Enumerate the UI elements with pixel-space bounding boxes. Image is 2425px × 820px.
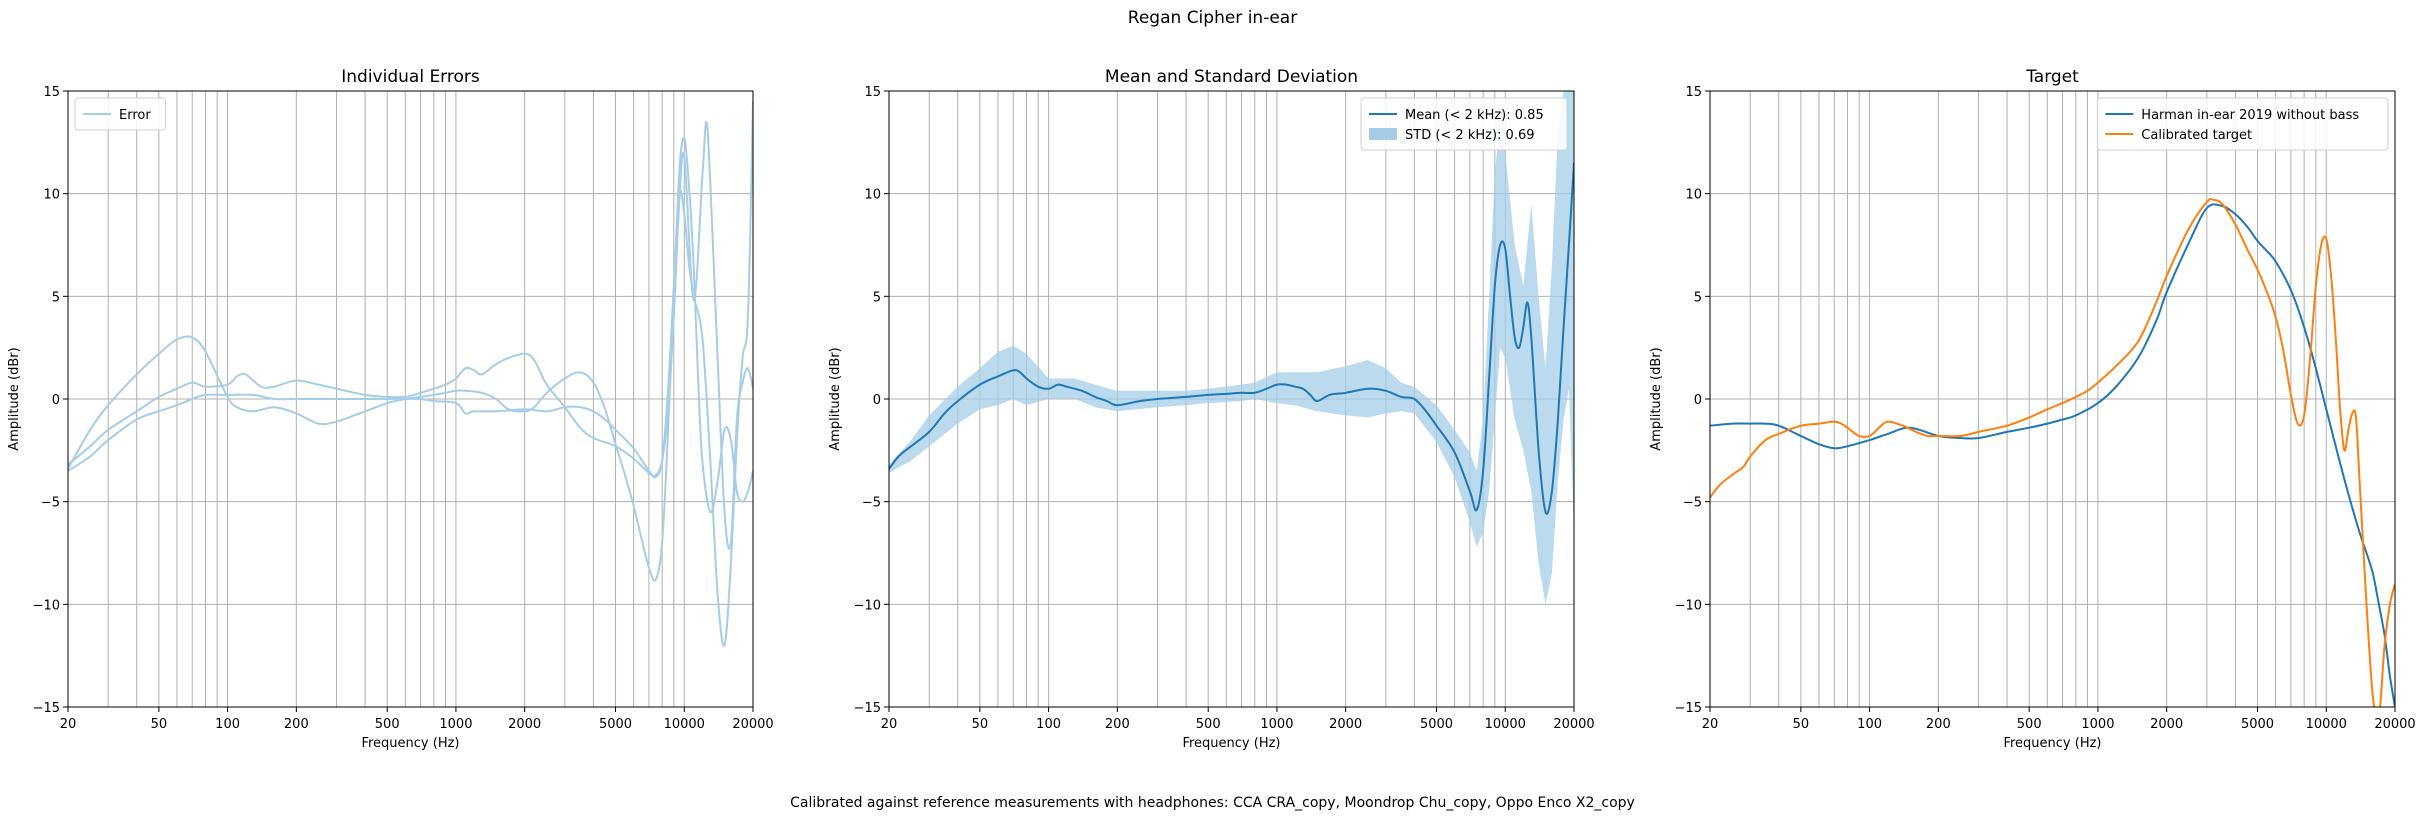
y-tick-label: 10 (43, 188, 60, 203)
legend: Mean (< 2 kHz): 0.85 STD (< 2 kHz): 0.69 (1360, 97, 1568, 151)
y-tick-label: −15 (33, 701, 60, 716)
x-tick-label: 100 (215, 717, 240, 732)
x-tick-label: 1000 (439, 717, 472, 732)
x-tick-label: 1000 (2081, 717, 2114, 732)
legend-label: Error (119, 108, 151, 123)
y-tick-label: −15 (854, 701, 881, 716)
legend-box (2096, 97, 2389, 151)
x-tick-label: 2000 (508, 717, 541, 732)
x-tick-label: 100 (1857, 717, 1882, 732)
y-tick-label: −5 (41, 496, 60, 511)
x-tick-label: 20 (881, 717, 898, 732)
y-axis-label: Amplitude (dBr) (7, 347, 22, 450)
legend-label: STD (< 2 kHz): 0.69 (1405, 128, 1535, 143)
x-axis-label: Frequency (Hz) (2003, 736, 2101, 751)
x-axis-label: Frequency (Hz) (1182, 736, 1280, 751)
y-tick-label: 15 (43, 85, 60, 100)
figure-footer: Calibrated against reference measurement… (790, 795, 1635, 811)
chart-panel-1: 20 50 100 200 500 1000 2000 5000 10000 20000−15−1… (7, 67, 774, 751)
series-line-1 (889, 162, 1574, 515)
x-tick-label: 5000 (1420, 717, 1453, 732)
legend-swatch (1369, 128, 1397, 140)
x-tick-label: 5000 (2241, 717, 2274, 732)
x-tick-label: 50 (1793, 717, 1810, 732)
legend: Harman in-ear 2019 without bass Calibrate… (2096, 97, 2389, 151)
series-line-2 (68, 120, 753, 550)
y-tick-label: 5 (873, 290, 881, 305)
y-axis-label: Amplitude (dBr) (828, 347, 843, 450)
x-tick-label: 200 (284, 717, 309, 732)
x-tick-label: 2000 (1329, 717, 1362, 732)
y-tick-label: −15 (1675, 701, 1702, 716)
y-tick-label: 10 (864, 188, 881, 203)
x-tick-label: 50 (972, 717, 989, 732)
series-line-1 (1710, 203, 2395, 707)
panel-title: Mean and Standard Deviation (1105, 67, 1358, 87)
x-tick-label: 20000 (1553, 717, 1594, 732)
x-tick-label: 200 (1105, 717, 1130, 732)
chart-panel-3: 20 50 100 200 500 1000 2000 5000 10000 20000−15−1… (1649, 67, 2416, 751)
y-tick-label: −10 (854, 598, 881, 613)
series-line-2 (1710, 197, 2395, 707)
y-tick-label: −5 (1683, 496, 1702, 511)
y-tick-label: 5 (1694, 290, 1702, 305)
std-band (889, 91, 1574, 605)
y-tick-label: −10 (33, 598, 60, 613)
x-tick-label: 20000 (732, 717, 773, 732)
y-tick-label: 5 (52, 290, 60, 305)
x-tick-label: 2000 (2150, 717, 2183, 732)
legend-box (1360, 97, 1568, 151)
legend-box (74, 97, 166, 131)
x-tick-label: 500 (1196, 717, 1221, 732)
legend: Error (74, 97, 166, 131)
x-tick-label: 500 (375, 717, 400, 732)
panel-title: Individual Errors (341, 67, 480, 87)
y-tick-label: 15 (1685, 85, 1702, 100)
y-tick-label: −5 (862, 496, 881, 511)
x-axis-label: Frequency (Hz) (361, 736, 459, 751)
legend-label: Calibrated target (2141, 128, 2252, 143)
panel-title: Target (2025, 67, 2079, 87)
x-tick-label: 100 (1036, 717, 1061, 732)
x-tick-label: 20 (60, 717, 77, 732)
legend-label: Mean (< 2 kHz): 0.85 (1405, 108, 1544, 123)
y-tick-label: 0 (873, 393, 881, 408)
figure-title: Regan Cipher in-ear (1127, 8, 1298, 28)
plot-area (68, 101, 753, 647)
x-tick-label: 20 (1702, 717, 1719, 732)
y-tick-label: −10 (1675, 598, 1702, 613)
plot-area (889, 91, 1574, 605)
x-tick-label: 200 (1926, 717, 1951, 732)
x-tick-label: 5000 (599, 717, 632, 732)
x-tick-label: 10000 (664, 717, 705, 732)
plot-area (1710, 197, 2395, 707)
legend-label: Harman in-ear 2019 without bass (2141, 108, 2359, 123)
x-tick-label: 50 (151, 717, 168, 732)
y-tick-label: 15 (864, 85, 881, 100)
series-line-3 (68, 101, 753, 647)
x-tick-label: 500 (2017, 717, 2042, 732)
x-tick-label: 10000 (2306, 717, 2347, 732)
y-tick-label: 0 (1694, 393, 1702, 408)
x-tick-label: 10000 (1485, 717, 1526, 732)
chart-panel-2: 20 50 100 200 500 1000 2000 5000 10000 20000−15−1… (828, 67, 1595, 751)
y-axis-label: Amplitude (dBr) (1649, 347, 1664, 450)
y-tick-label: 0 (52, 393, 60, 408)
y-tick-label: 10 (1685, 188, 1702, 203)
series-line-1 (68, 136, 753, 582)
x-tick-label: 20000 (2374, 717, 2415, 732)
x-tick-label: 1000 (1260, 717, 1293, 732)
